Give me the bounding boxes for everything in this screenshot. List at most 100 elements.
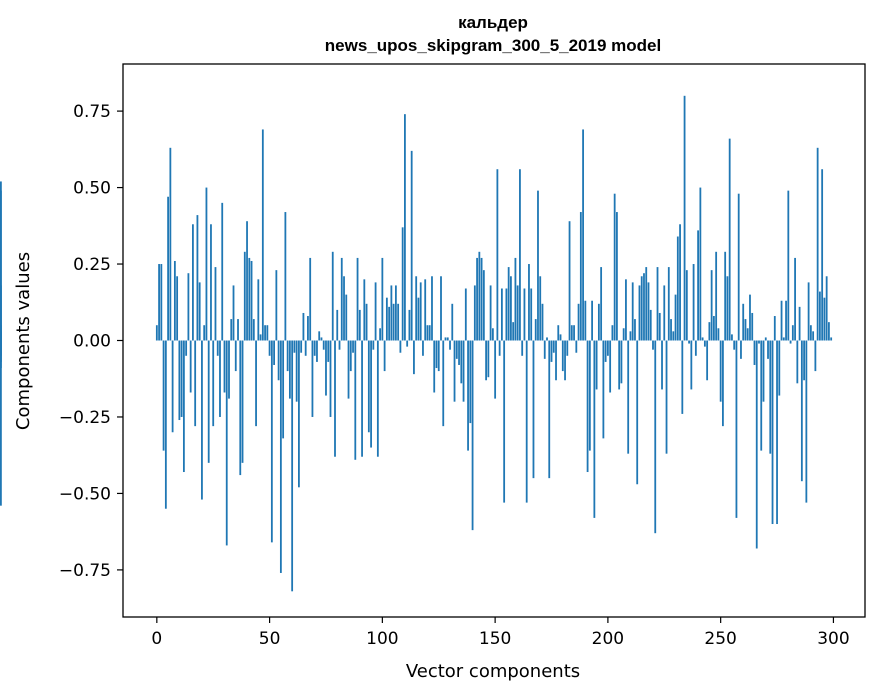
bar-118: [422, 340, 424, 356]
bar-134: [458, 340, 460, 365]
bar-240: [697, 230, 699, 341]
bar-171: [541, 303, 544, 341]
bar-39: [243, 251, 246, 341]
bar-241: [699, 187, 702, 341]
bar-28: [219, 340, 221, 417]
bar-5: [167, 196, 169, 341]
bar-161: [519, 169, 521, 341]
bar-190: [584, 300, 587, 341]
bar-277: [780, 300, 783, 341]
bar-34: [232, 285, 235, 341]
bar-176: [552, 340, 555, 353]
bar-236: [688, 340, 690, 344]
bar-273: [771, 340, 774, 525]
bar-196: [597, 303, 600, 341]
bar-200: [606, 340, 609, 356]
bar-84: [345, 294, 348, 341]
bar-102: [385, 297, 388, 341]
bar-242: [701, 337, 704, 341]
x-tick-label: 50: [259, 629, 281, 649]
x-tick-label: 250: [704, 629, 736, 649]
bar-59: [288, 340, 291, 399]
bar-295: [821, 169, 824, 341]
bar-125: [437, 340, 440, 372]
bar-290: [809, 325, 812, 341]
bar-256: [733, 340, 736, 350]
bar-274: [773, 316, 776, 341]
bar-268: [760, 340, 763, 451]
bar-217: [645, 267, 648, 341]
bar-3: [162, 340, 165, 451]
bar-130: [449, 340, 451, 350]
bar-76: [327, 340, 330, 362]
bar-170: [539, 276, 542, 341]
bar-251: [722, 340, 724, 427]
x-tick-label: 300: [817, 629, 849, 649]
bar-231: [676, 236, 679, 341]
bar-192: [588, 340, 591, 451]
bar-87: [352, 340, 354, 353]
bar-135: [460, 340, 463, 384]
bar-178: [557, 325, 560, 341]
bar-237: [690, 340, 693, 390]
bar-175: [550, 340, 553, 362]
bar-232: [679, 224, 681, 341]
bar-119: [424, 279, 427, 341]
bar-248: [715, 251, 718, 341]
bar-undefined: [0, 340, 2, 362]
bar-26: [214, 267, 217, 341]
y-axis-ticks: −0.75 −0.50 −0.25 0.00 0.25 0.50 0.75: [59, 102, 123, 581]
bar-57: [284, 212, 287, 341]
bar-228: [670, 319, 672, 341]
bar-58: [286, 340, 289, 372]
bar-184: [570, 325, 573, 341]
bar-195: [595, 340, 598, 390]
bar-267: [758, 340, 760, 344]
bar-253: [726, 276, 729, 341]
bar-99: [379, 328, 381, 341]
bar-141: [473, 285, 476, 341]
bar-109: [401, 227, 404, 341]
bar-238: [692, 264, 695, 341]
bar-122: [431, 276, 433, 341]
bar-223: [658, 312, 661, 341]
bar-88: [354, 340, 357, 460]
bar-54: [277, 340, 280, 381]
bar-120: [426, 325, 429, 341]
bar-263: [749, 294, 751, 341]
bar-94: [367, 340, 370, 433]
bar-29: [221, 202, 224, 341]
bar-98: [376, 340, 379, 457]
bar-92: [363, 279, 366, 341]
bar-117: [419, 282, 422, 341]
bar-156: [507, 267, 510, 341]
bar-129: [446, 337, 449, 341]
bar-169: [537, 190, 539, 341]
bar-123: [433, 340, 436, 393]
bar-51: [270, 340, 273, 543]
bar-110: [404, 114, 406, 341]
bar-7: [171, 340, 174, 433]
bar-252: [724, 251, 727, 341]
bar-4: [164, 340, 167, 509]
bar-69: [311, 340, 314, 417]
bar-153: [500, 288, 503, 341]
bar-143: [478, 251, 481, 341]
bar-294: [818, 291, 821, 341]
y-axis-label: Components values: [13, 252, 34, 430]
bar-89: [356, 257, 359, 341]
bar-224: [661, 340, 663, 390]
bar-53: [275, 270, 278, 341]
bar-229: [672, 331, 675, 341]
bar-112: [408, 309, 411, 341]
bar-30: [223, 340, 226, 393]
bar-132: [453, 340, 456, 402]
bar-126: [440, 276, 442, 341]
bar-71: [316, 340, 318, 362]
y-tick-label: −0.25: [59, 408, 111, 428]
bar-40: [246, 221, 248, 341]
bar-187: [577, 303, 580, 341]
bar-23: [207, 340, 210, 463]
bar-74: [322, 340, 325, 350]
bar-97: [374, 282, 377, 341]
